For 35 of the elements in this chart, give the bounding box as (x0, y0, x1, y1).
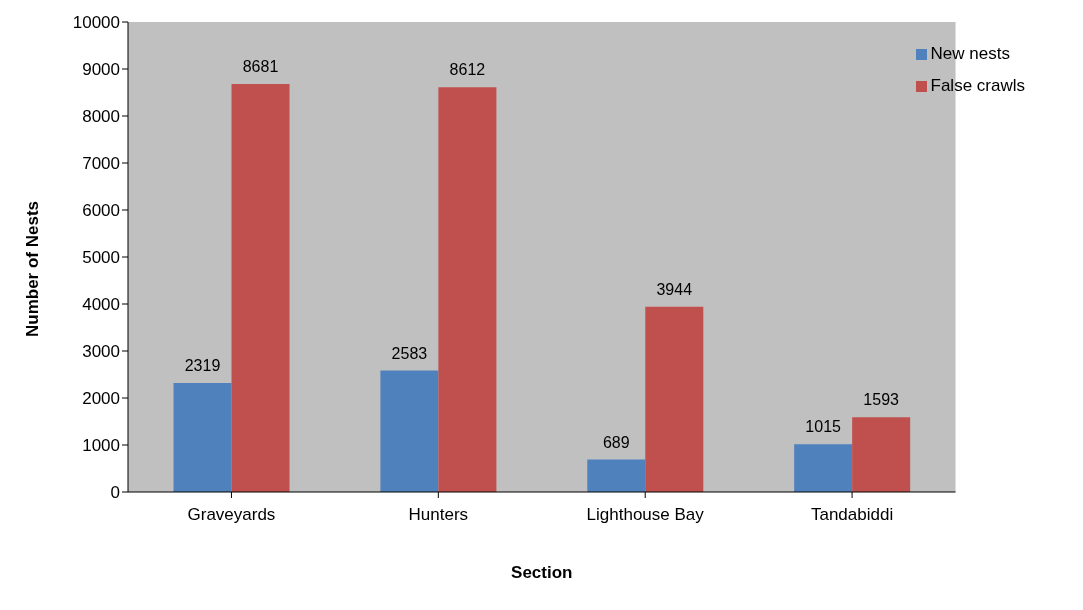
data-label: 2583 (391, 344, 428, 362)
bar (852, 417, 911, 492)
data-label: 1593 (863, 391, 900, 409)
legend-label: False crawls (930, 76, 1025, 95)
y-tick-label: 1000 (82, 436, 120, 456)
y-tick-label: 0 (110, 483, 120, 503)
y-tick-label: 2000 (82, 389, 120, 409)
x-tick-label: Hunters (408, 505, 469, 525)
y-tick-label: 10000 (72, 13, 120, 33)
bar (231, 83, 290, 492)
y-tick-label: 9000 (82, 60, 120, 80)
y-tick-label: 4000 (82, 295, 120, 315)
bar (794, 444, 853, 492)
data-label: 1015 (805, 418, 842, 436)
x-tick-label: Tandabiddi (810, 505, 894, 525)
y-tick-label: 8000 (82, 107, 120, 127)
bar (438, 87, 497, 492)
y-tick-label: 5000 (82, 248, 120, 268)
x-tick-label: Lighthouse Bay (586, 505, 705, 525)
data-label: 8681 (242, 57, 279, 75)
data-label: 2319 (184, 357, 221, 375)
data-label: 8612 (449, 61, 486, 79)
y-tick-label: 3000 (82, 342, 120, 362)
bar (380, 370, 439, 492)
data-label: 3944 (656, 280, 693, 298)
legend-label: New nests (930, 44, 1010, 63)
data-label: 689 (602, 433, 630, 451)
y-tick-label: 6000 (82, 201, 120, 221)
x-tick-label: Graveyards (187, 505, 276, 525)
x-axis-title: Section (511, 563, 573, 582)
bar (587, 459, 646, 492)
bar (173, 383, 232, 492)
y-axis-title: Number of Nests (23, 200, 43, 337)
y-tick-label: 7000 (82, 154, 120, 174)
bar (645, 306, 704, 492)
